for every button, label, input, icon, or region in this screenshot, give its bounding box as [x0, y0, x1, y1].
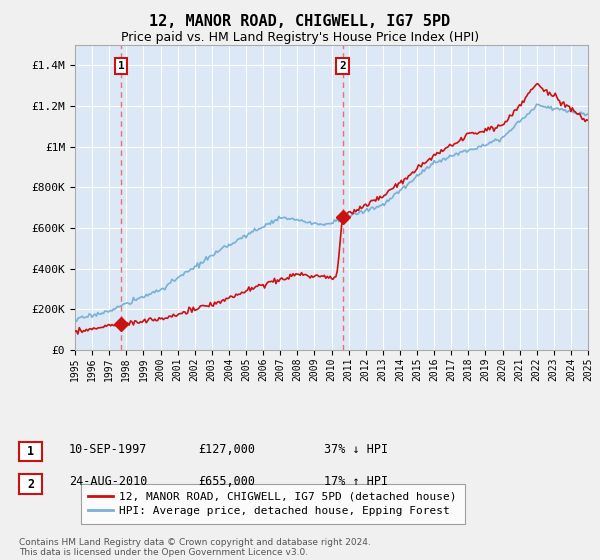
Text: 37% ↓ HPI: 37% ↓ HPI: [324, 442, 388, 456]
Text: £127,000: £127,000: [198, 442, 255, 456]
Text: 1: 1: [27, 445, 34, 458]
Text: 12, MANOR ROAD, CHIGWELL, IG7 5PD: 12, MANOR ROAD, CHIGWELL, IG7 5PD: [149, 14, 451, 29]
Legend: 12, MANOR ROAD, CHIGWELL, IG7 5PD (detached house), HPI: Average price, detached: 12, MANOR ROAD, CHIGWELL, IG7 5PD (detac…: [80, 484, 465, 524]
Text: £655,000: £655,000: [198, 475, 255, 488]
Text: Price paid vs. HM Land Registry's House Price Index (HPI): Price paid vs. HM Land Registry's House …: [121, 31, 479, 44]
Text: 17% ↑ HPI: 17% ↑ HPI: [324, 475, 388, 488]
Text: 1: 1: [118, 61, 125, 71]
Text: Contains HM Land Registry data © Crown copyright and database right 2024.
This d: Contains HM Land Registry data © Crown c…: [19, 538, 371, 557]
Text: 24-AUG-2010: 24-AUG-2010: [69, 475, 148, 488]
Text: 10-SEP-1997: 10-SEP-1997: [69, 442, 148, 456]
Text: 2: 2: [27, 478, 34, 491]
Text: 2: 2: [339, 61, 346, 71]
